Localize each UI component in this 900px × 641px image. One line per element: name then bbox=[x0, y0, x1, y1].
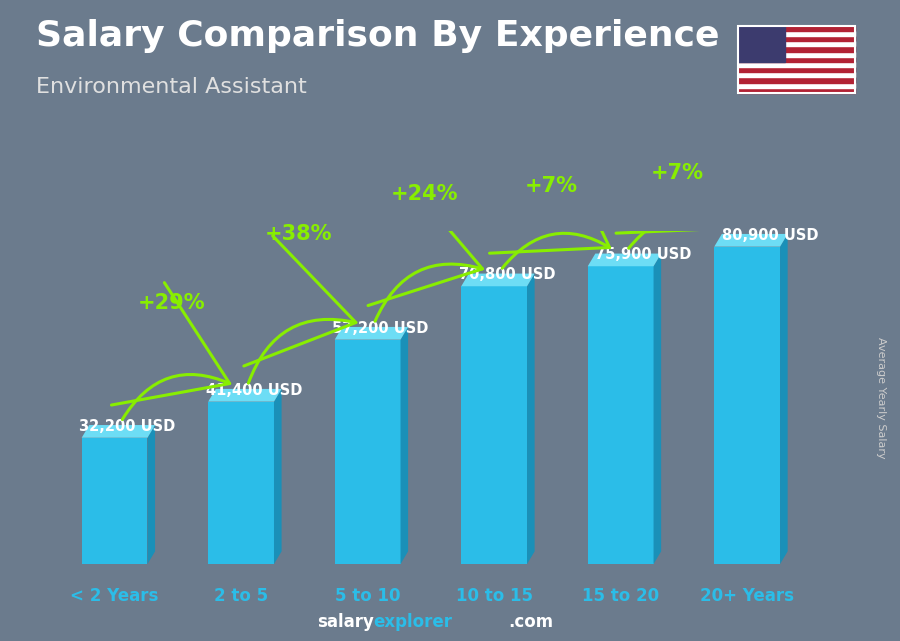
Text: 41,400 USD: 41,400 USD bbox=[206, 383, 302, 398]
Text: 70,800 USD: 70,800 USD bbox=[459, 267, 555, 283]
Text: salary: salary bbox=[317, 613, 373, 631]
Polygon shape bbox=[274, 389, 282, 564]
Text: 75,900 USD: 75,900 USD bbox=[596, 247, 692, 262]
Bar bbox=[461, 287, 527, 564]
Bar bbox=[208, 402, 274, 564]
Bar bbox=[738, 62, 855, 67]
Text: 20+ Years: 20+ Years bbox=[700, 587, 794, 604]
Polygon shape bbox=[588, 254, 662, 266]
Bar bbox=[738, 26, 855, 31]
Polygon shape bbox=[715, 234, 788, 247]
Text: 57,200 USD: 57,200 USD bbox=[332, 321, 428, 336]
Bar bbox=[738, 41, 855, 46]
Bar bbox=[738, 46, 855, 51]
Text: Environmental Assistant: Environmental Assistant bbox=[36, 77, 307, 97]
Bar bbox=[738, 67, 855, 72]
Text: 10 to 15: 10 to 15 bbox=[455, 587, 533, 604]
FancyArrowPatch shape bbox=[244, 236, 356, 383]
Text: Salary Comparison By Experience: Salary Comparison By Experience bbox=[36, 19, 719, 53]
Text: < 2 Years: < 2 Years bbox=[70, 587, 158, 604]
Polygon shape bbox=[82, 425, 155, 438]
Text: +29%: +29% bbox=[138, 293, 205, 313]
Bar bbox=[738, 31, 855, 36]
Text: +38%: +38% bbox=[265, 224, 332, 244]
Text: +7%: +7% bbox=[651, 163, 704, 183]
FancyArrowPatch shape bbox=[616, 119, 736, 248]
Text: explorer: explorer bbox=[374, 613, 453, 631]
Text: 32,200 USD: 32,200 USD bbox=[79, 419, 176, 434]
Bar bbox=[738, 78, 855, 83]
Polygon shape bbox=[461, 274, 535, 287]
Text: .com: .com bbox=[508, 613, 554, 631]
FancyArrowPatch shape bbox=[368, 178, 482, 321]
Text: 2 to 5: 2 to 5 bbox=[214, 587, 268, 604]
Polygon shape bbox=[527, 274, 535, 564]
Polygon shape bbox=[653, 254, 662, 564]
Text: +24%: +24% bbox=[391, 184, 458, 204]
Polygon shape bbox=[148, 425, 155, 564]
Text: 15 to 20: 15 to 20 bbox=[582, 587, 659, 604]
Text: +7%: +7% bbox=[525, 176, 578, 196]
Text: 5 to 10: 5 to 10 bbox=[335, 587, 400, 604]
Polygon shape bbox=[208, 389, 282, 402]
Bar bbox=[715, 247, 780, 564]
Text: Average Yearly Salary: Average Yearly Salary bbox=[877, 337, 886, 458]
Bar bbox=[738, 56, 855, 62]
FancyArrowPatch shape bbox=[490, 139, 609, 268]
Text: 80,900 USD: 80,900 USD bbox=[722, 228, 818, 243]
FancyArrowPatch shape bbox=[112, 283, 230, 419]
Bar bbox=[738, 51, 855, 56]
Polygon shape bbox=[400, 327, 408, 564]
Bar bbox=[738, 83, 855, 88]
Bar bbox=[82, 438, 148, 564]
Bar bbox=[738, 26, 785, 62]
Bar bbox=[588, 266, 653, 564]
Polygon shape bbox=[335, 327, 408, 340]
Bar bbox=[738, 88, 855, 93]
Bar bbox=[738, 72, 855, 78]
Bar bbox=[335, 340, 400, 564]
Polygon shape bbox=[780, 234, 788, 564]
Bar bbox=[738, 36, 855, 41]
